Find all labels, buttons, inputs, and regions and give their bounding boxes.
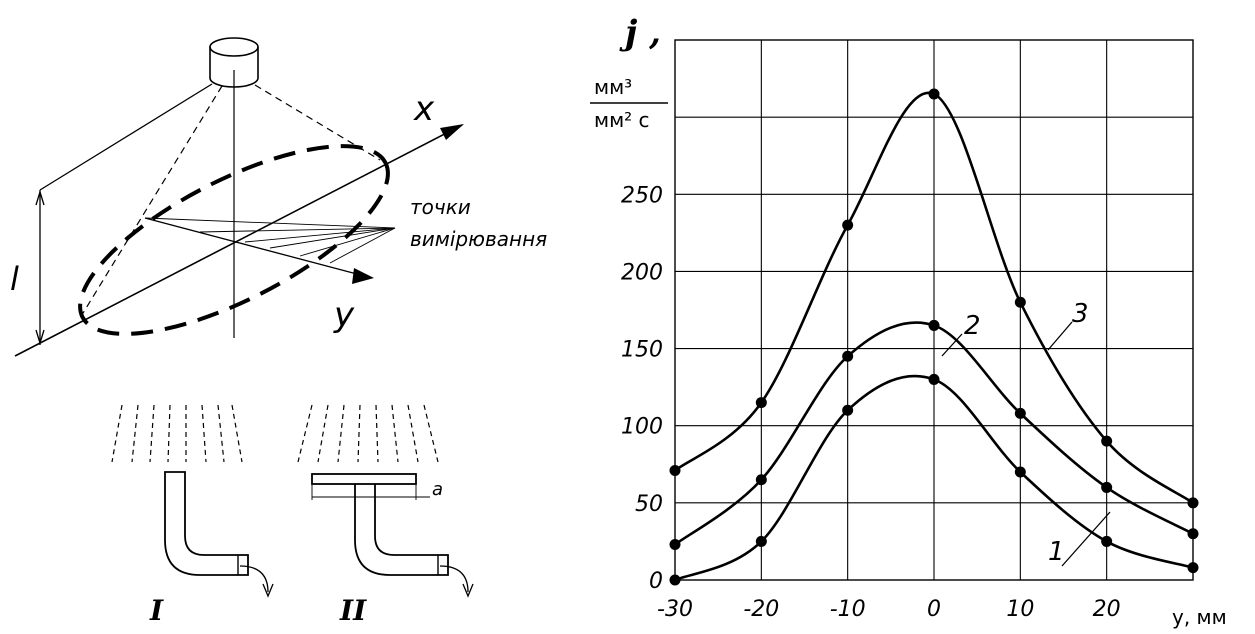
data-point — [669, 464, 681, 476]
y-axis-unit-denominator: мм² с — [594, 108, 650, 132]
data-point — [1187, 497, 1199, 509]
data-point — [1101, 435, 1113, 447]
data-point — [1101, 535, 1113, 547]
diagram-y-axis-label: y — [333, 295, 355, 335]
x-tick-label: -30 — [657, 597, 693, 622]
data-point — [1101, 481, 1113, 493]
nozzle-variant-II — [297, 404, 474, 598]
data-point — [1187, 528, 1199, 540]
data-point — [928, 373, 940, 385]
y-tick-label: 150 — [621, 338, 663, 363]
curve-number-label: 3 — [1072, 299, 1089, 329]
data-point — [1014, 407, 1026, 419]
spray-nozzle-icon — [209, 37, 259, 88]
data-point — [1014, 466, 1026, 478]
x-tick-label: 20 — [1093, 597, 1121, 622]
data-point — [842, 219, 854, 231]
gap-a-label: a — [432, 479, 443, 500]
x-tick-label: -10 — [830, 597, 866, 622]
chart-points — [669, 88, 1199, 586]
diagram-height-label: l — [10, 260, 19, 298]
data-point — [842, 350, 854, 362]
y-tick-label: 0 — [649, 569, 663, 594]
data-point — [1014, 296, 1026, 308]
x-tick-label: -20 — [743, 597, 779, 622]
x-axis-label: y, мм — [1172, 605, 1227, 629]
y-axis-unit-numerator: мм³ — [594, 75, 632, 99]
y-tick-label: 200 — [621, 260, 663, 285]
data-point — [755, 535, 767, 547]
nozzle-II-label: II — [339, 594, 367, 627]
measurement-points-label-2: вимірювання — [410, 227, 547, 251]
nozzle-I-label: I — [149, 594, 164, 627]
curve-number-label: 1 — [1048, 537, 1065, 567]
chart-grid — [674, 39, 1194, 581]
y-axis-label: j , — [619, 13, 661, 53]
data-point — [1187, 562, 1199, 574]
y-tick-label: 50 — [635, 492, 663, 517]
diagram-x-axis-label: x — [413, 89, 435, 129]
measurement-points-label-1: точки — [410, 195, 471, 219]
x-tick-label: 0 — [927, 597, 941, 622]
data-point — [842, 404, 854, 416]
curve-number-label: 2 — [964, 311, 981, 341]
curve-leader-line — [1061, 511, 1111, 567]
y-tick-label: 250 — [621, 183, 663, 208]
data-point — [928, 319, 940, 331]
data-point — [928, 88, 940, 100]
data-point — [755, 474, 767, 486]
curve-leader-line — [941, 333, 963, 357]
data-point — [669, 539, 681, 551]
y-tick-label: 100 — [621, 415, 663, 440]
data-point — [755, 397, 767, 409]
curve-leader-line — [1047, 321, 1073, 351]
x-tick-label: 10 — [1006, 597, 1034, 622]
nozzle-variant-I — [111, 404, 274, 598]
data-point — [669, 574, 681, 586]
chart-curve-labels: 1 2 3 — [941, 299, 1111, 567]
measurement-scheme-diagram — [14, 37, 464, 357]
